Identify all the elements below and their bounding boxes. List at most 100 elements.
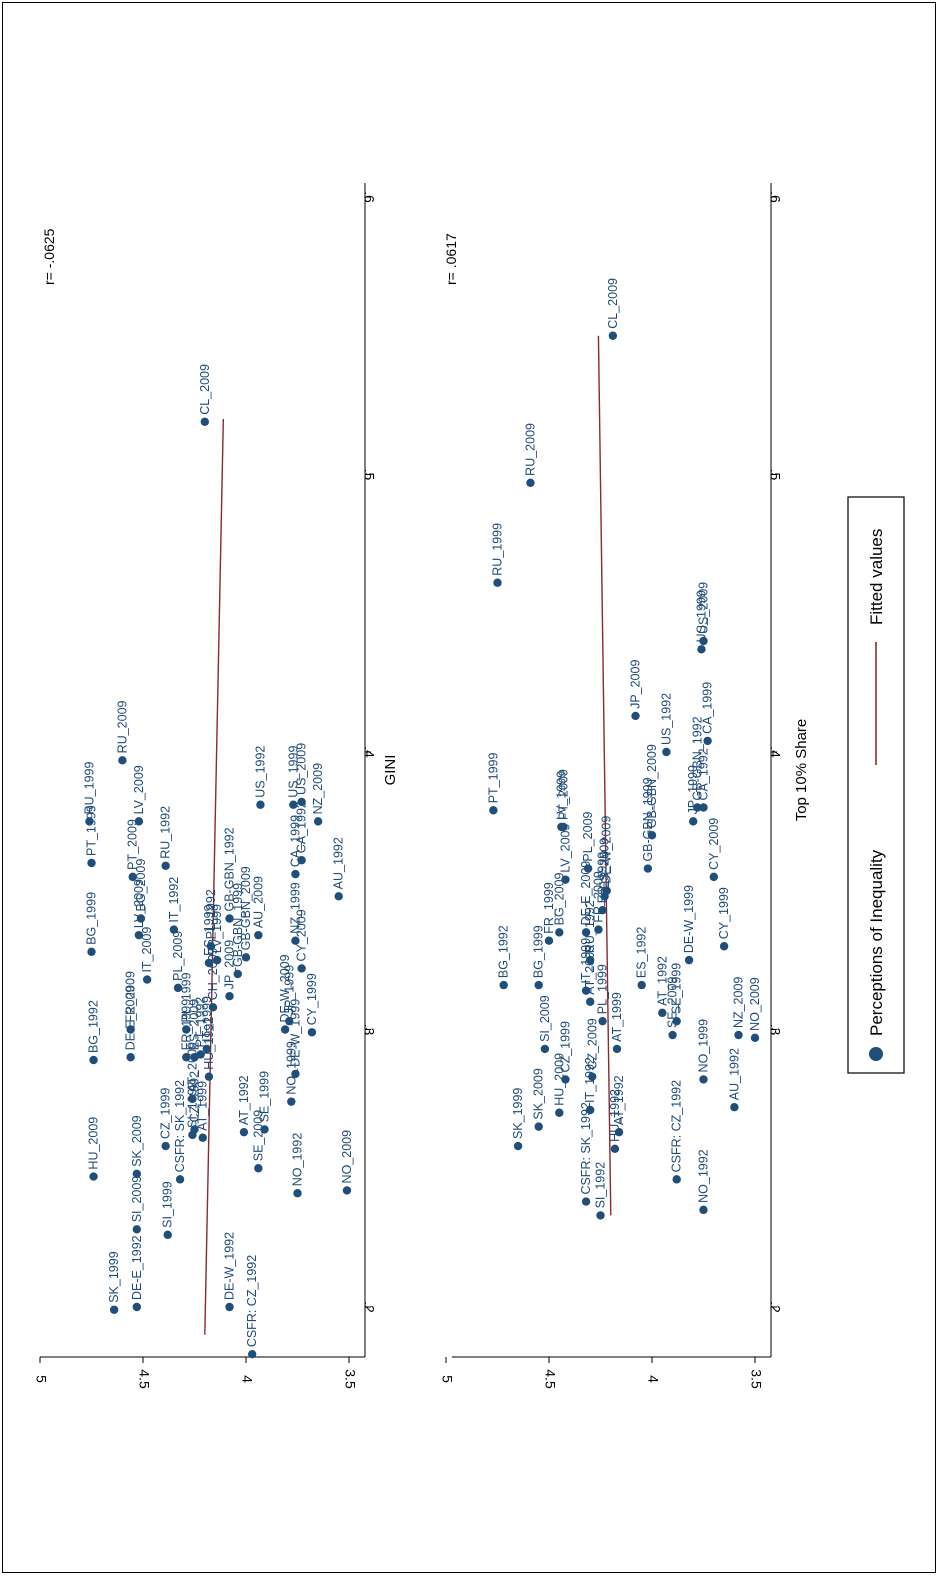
x-tick-label: .2: [362, 1301, 378, 1313]
data-point-label: NO_1992: [291, 1133, 305, 1187]
data-point: [555, 928, 564, 937]
x-tick-label: .5: [362, 469, 378, 481]
data-point: [109, 1305, 119, 1314]
data-point-label: PL_1992: [204, 889, 218, 939]
data-point-label: JP_2009: [223, 940, 237, 989]
data-point-label: BG_1999: [85, 892, 99, 945]
data-point: [588, 1072, 597, 1081]
legend: Perceptions of Inequality Fitted values: [847, 496, 905, 1074]
data-point: [581, 986, 591, 995]
data-point-label: PL_1999: [596, 964, 610, 1014]
data-point-label: AT_1999: [196, 1081, 210, 1131]
data-point: [256, 800, 265, 809]
data-point: [598, 905, 607, 915]
data-point-label: GB-GBN_2009: [239, 866, 253, 950]
data-point: [128, 872, 137, 882]
data-point: [260, 1125, 269, 1134]
data-point: [544, 936, 554, 945]
data-point-label: RU_1999: [491, 523, 505, 576]
data-point: [254, 1164, 263, 1173]
data-point-label: SI_1992: [185, 1081, 199, 1128]
data-point-label: BG_2009: [552, 873, 566, 926]
data-point-label: FR_1999: [542, 882, 556, 933]
fitted-line: [204, 418, 225, 1335]
data-point-label: ES_2009: [188, 999, 202, 1050]
data-point: [586, 955, 595, 965]
data-point-label: CSFR: CZ_1992: [245, 1255, 259, 1347]
data-point-label: CY_1999: [305, 973, 319, 1025]
data-point: [163, 1230, 172, 1240]
data-point-label: NO_2009: [748, 977, 762, 1031]
data-point-label: US_1992: [253, 746, 267, 798]
data-point: [287, 1097, 296, 1106]
chart-panel-2: .2 .3 .4 .5 .6 3.5 4 4.5 5 Top 10% Share r= .0617 S…: [439, 183, 810, 1389]
data-point-label: AU_2009: [251, 876, 265, 928]
data-point: [297, 797, 306, 807]
data-point: [225, 914, 234, 923]
data-point: [596, 1211, 605, 1220]
data-point-label: AT_1992: [612, 1075, 626, 1125]
data-point: [581, 928, 591, 937]
data-point: [614, 1127, 624, 1137]
x-tick-label: .6: [768, 191, 784, 203]
data-point-label: PL_2009: [581, 811, 595, 861]
data-point: [598, 1016, 607, 1026]
data-point-label: CL_2009: [198, 364, 212, 415]
legend-label-perceptions: Perceptions of Inequality: [867, 849, 886, 1036]
y-tick-label: 5: [439, 1375, 455, 1383]
data-point: [734, 1030, 743, 1040]
data-point-label: ES_2009: [598, 838, 612, 889]
data-point: [608, 331, 618, 340]
data-point: [126, 1025, 135, 1034]
data-point: [555, 1108, 564, 1117]
data-point-label: DE-E_2009: [579, 861, 593, 926]
data-point: [647, 831, 657, 840]
data-point: [161, 861, 170, 870]
x-tick-label: .2: [768, 1301, 784, 1313]
data-point: [610, 1144, 620, 1154]
data-point-label: JP_1999: [686, 765, 700, 814]
data-point-label: BG_1992: [497, 925, 511, 978]
data-point: [561, 1075, 570, 1084]
data-point-label: SE_1999: [258, 1071, 272, 1122]
data-point-label: BG_1999: [532, 925, 546, 978]
data-point: [297, 964, 306, 973]
data-point-label: NO_1999: [284, 1041, 298, 1095]
data-point-label: CZ_1999: [558, 1021, 572, 1072]
data-point-label: NZ_1999: [288, 882, 302, 933]
data-point-label: RU_1992: [583, 900, 597, 953]
x-tick-label: .3: [362, 1024, 378, 1036]
data-point: [204, 958, 214, 968]
data-point-label: GB-GBN_1992: [690, 716, 704, 800]
x-tick-label: .4: [362, 746, 378, 758]
data-point: [561, 875, 570, 884]
data-point: [225, 1302, 234, 1312]
data-point: [161, 1141, 170, 1151]
y-tick-label: 4: [645, 1375, 661, 1383]
data-point-label: NO_1999: [697, 1019, 711, 1073]
data-point-label: JP_2009: [629, 660, 643, 709]
data-point: [196, 1050, 205, 1059]
x-tick-label: .4: [768, 746, 784, 758]
data-point: [134, 930, 144, 940]
fitted-line: [597, 335, 612, 1216]
data-point-label: GB-GBN_1999: [641, 777, 655, 861]
data-point-label: FR_2009: [124, 971, 138, 1022]
y-tick-label: 5: [33, 1375, 49, 1383]
data-point: [212, 955, 222, 965]
data-point-label: DE-E_2009: [124, 986, 138, 1051]
data-point-label: HU_1992: [202, 1017, 216, 1070]
data-point: [200, 417, 209, 426]
data-point: [182, 1053, 191, 1062]
data-point: [730, 1103, 739, 1112]
data-point: [307, 1028, 317, 1037]
legend-box: [847, 496, 905, 1074]
data-point: [489, 806, 498, 815]
data-point-label: CY_1999: [717, 887, 731, 939]
data-point-label: LV_1999: [554, 771, 568, 820]
data-point-label: CY_2009: [295, 909, 309, 961]
data-point-label: LV_1999: [210, 904, 224, 953]
data-point-label: GB-GBN_1992: [223, 827, 237, 911]
